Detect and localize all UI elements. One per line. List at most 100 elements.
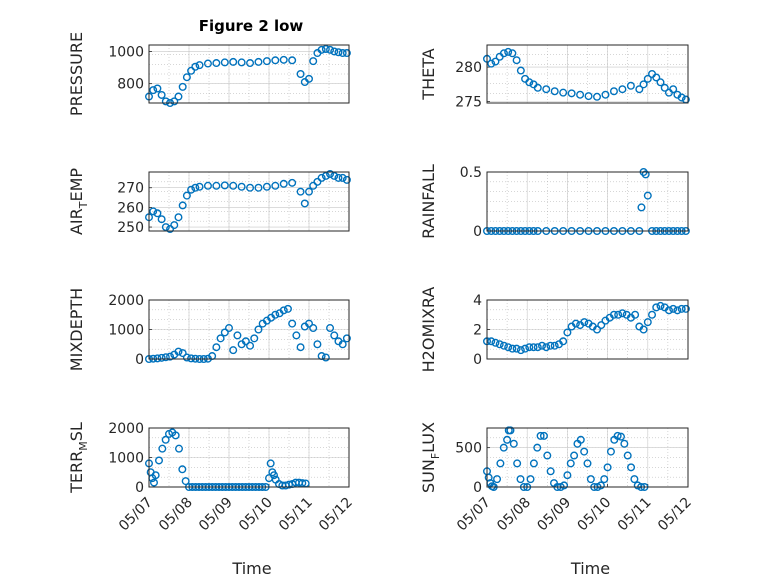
h2omixra-point [499, 341, 508, 350]
sun_flux-point [586, 475, 595, 484]
air_temp-point [309, 181, 318, 190]
terr_msl-ytick-label: 1000 [108, 451, 144, 467]
h2omixra-point [609, 310, 618, 319]
air_temp-point [317, 173, 326, 182]
air_temp-point [334, 173, 343, 182]
air_temp-point [271, 181, 280, 190]
mixdepth-point [321, 353, 330, 362]
axes-layer: 800 1000 PRESSURE 275 280 THETA 250 260 270 AIRTE… [67, 32, 695, 578]
mixdepth-point [246, 341, 255, 350]
mixdepth-ytick-label: 1000 [108, 323, 144, 339]
theta-point [504, 47, 513, 56]
mixdepth-point [296, 343, 305, 352]
h2omixra-point [681, 304, 690, 313]
sun_flux-point [513, 459, 522, 468]
terr_msl-point [158, 444, 167, 453]
pressure-point [149, 86, 158, 95]
terr_msl-point [298, 479, 307, 488]
mixdepth-point [187, 354, 196, 363]
pressure-point [326, 45, 335, 54]
air_temp-point [296, 187, 305, 196]
rainfall-ytick-label: 0.5 [460, 165, 482, 181]
h2omixra-point [631, 310, 640, 319]
h2omixra-point [593, 325, 602, 334]
mixdepth-point [224, 324, 233, 333]
terr_msl-point [161, 435, 170, 444]
air_temp-point [330, 171, 339, 180]
mixdepth-axes-frame [148, 299, 350, 360]
sun_flux-axes-frame [486, 427, 689, 488]
terr_msl-axes-frame [148, 427, 350, 488]
air_temp-point [153, 209, 162, 218]
air_temp-point [170, 221, 179, 230]
sun_flux-ytick-label: 500 [455, 441, 482, 457]
pressure-point [174, 92, 183, 101]
sun_flux-point [509, 439, 518, 448]
pressure-point [237, 58, 246, 67]
terr_msl-point [149, 478, 158, 487]
sun_flux-xlabel: Time [570, 559, 610, 578]
h2omixra-point [538, 341, 547, 350]
mixdepth-point [313, 340, 322, 349]
mixdepth-point [292, 331, 301, 340]
terr_msl-point [174, 444, 183, 453]
mixdepth-point [178, 349, 187, 358]
theta-point [660, 83, 669, 92]
pressure-point [246, 59, 255, 68]
theta-ytick-label: 280 [455, 60, 482, 76]
pressure-point [305, 74, 314, 83]
mixdepth-point [254, 325, 263, 334]
sun_flux-point [499, 443, 508, 452]
h2omixra-axes-frame [486, 299, 689, 360]
h2omixra-point [512, 344, 521, 353]
h2omixra-point [597, 321, 606, 330]
terr_msl-ytick-label: 0 [135, 480, 144, 496]
terr_msl-point [171, 431, 180, 440]
mixdepth-point [233, 331, 242, 340]
theta-point [559, 88, 568, 97]
air_temp-point [149, 207, 158, 216]
theta-point [626, 81, 635, 90]
h2omixra-point [618, 309, 627, 318]
pressure-ytick-label: 800 [117, 77, 144, 93]
theta-point [669, 85, 678, 94]
pressure-point [271, 56, 280, 65]
sun_flux-point [496, 459, 505, 468]
h2omixra-point [664, 306, 673, 315]
theta-point [656, 78, 665, 87]
h2omixra-point [542, 343, 551, 352]
sun_flux-point [563, 471, 572, 480]
mixdepth-point [241, 337, 250, 346]
h2omixra-point [614, 310, 623, 319]
air_temp-point [300, 199, 309, 208]
air_temp-point [157, 215, 166, 224]
h2omixra-point [639, 325, 648, 334]
air_temp-point [178, 201, 187, 210]
mixdepth-point [220, 328, 229, 337]
terr_msl-point [270, 471, 279, 480]
pressure-point [338, 49, 347, 58]
theta-point [533, 83, 542, 92]
theta-point [584, 92, 593, 101]
terr_msl-point [154, 456, 163, 465]
theta-point [593, 92, 602, 101]
air_temp-point [262, 182, 271, 191]
theta-point [491, 57, 500, 66]
terr_msl-xlabel: Time [231, 559, 271, 578]
air_temp-point [229, 181, 238, 190]
air_temp-point [313, 177, 322, 186]
pressure-point [279, 55, 288, 64]
theta-point [499, 49, 508, 58]
h2omixra-point [508, 344, 517, 353]
mixdepth-point [250, 334, 259, 343]
theta-point [601, 90, 610, 99]
sun_flux-point [539, 431, 548, 440]
sun_flux-point [560, 481, 569, 490]
mixdepth-point [157, 353, 166, 362]
sun_flux-ylabel: SUNFLUX [419, 422, 442, 493]
h2omixra-point [673, 306, 682, 315]
h2omixra-point [648, 310, 657, 319]
h2omixra-point [563, 328, 572, 337]
air_temp-axes-frame [148, 171, 350, 232]
sun_flux-point [493, 475, 502, 484]
